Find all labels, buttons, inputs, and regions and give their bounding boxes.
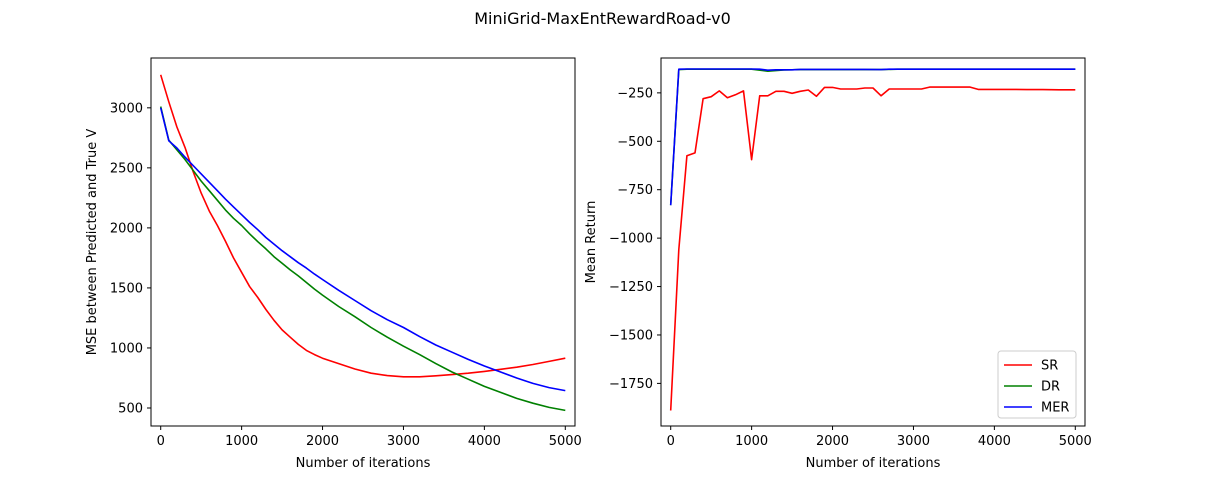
mse-ticks: 0 1000 2000 3000 4000 5000 500 1000 1500 2000 2500… [110, 101, 582, 449]
mse-y-tick-label: 1000 [110, 341, 143, 356]
legend-label-dr: DR [1041, 380, 1060, 395]
return-y-tick-label: −1250 [609, 280, 653, 295]
return-lines [669, 68, 1076, 411]
mse-x-tick-label: 2000 [306, 434, 339, 449]
mse-y-tick-label: 500 [118, 401, 143, 416]
return-x-tick-label: 4000 [978, 434, 1011, 449]
legend-label-mer: MER [1041, 401, 1069, 416]
mse-series-sr-line [159, 74, 566, 378]
figure-title: MiniGrid-MaxEntRewardRoad-v0 [474, 9, 731, 28]
mse-x-tick-label: 5000 [549, 434, 582, 449]
mse-y-axis-label: MSE between Predicted and True V [85, 129, 100, 356]
return-x-tick-label: 0 [667, 434, 675, 449]
return-x-tick-label: 5000 [1059, 434, 1092, 449]
mse-x-tick-label: 0 [157, 434, 165, 449]
return-y-axis-label: Mean Return [584, 201, 599, 284]
mse-x-axis-label: Number of iterations [296, 456, 431, 471]
mse-y-tick-label: 2000 [110, 221, 143, 236]
return-y-tick-label: −1000 [609, 232, 653, 247]
mse-lines [159, 74, 566, 412]
return-series-sr-line [669, 86, 1076, 411]
mse-y-tick-label: 1500 [110, 281, 143, 296]
mse-series-mer-line [159, 107, 566, 392]
return-series-mer-line [669, 68, 1076, 206]
return-x-tick-label: 1000 [735, 434, 768, 449]
return-y-tick-label: −250 [617, 86, 653, 101]
return-y-tick-label: −1500 [609, 328, 653, 343]
mse-y-tick-label: 3000 [110, 101, 143, 116]
return-plot-frame [660, 57, 1086, 427]
return-x-axis-label: Number of iterations [806, 456, 941, 471]
mse-subplot: 0 1000 2000 3000 4000 5000 500 1000 1500 2000 2500… [85, 57, 582, 471]
mse-x-tick-label: 3000 [387, 434, 420, 449]
chart-legend: SR DR MER [997, 350, 1077, 419]
mse-x-tick-label: 4000 [468, 434, 501, 449]
mse-x-tick-label: 1000 [225, 434, 258, 449]
return-subplot: 0 1000 2000 3000 4000 5000 −1750 −1500 −1250 −100… [584, 57, 1092, 471]
mse-plot-frame [150, 57, 576, 427]
return-x-tick-label: 2000 [816, 434, 849, 449]
return-y-tick-label: −1750 [609, 377, 653, 392]
return-x-tick-label: 3000 [897, 434, 930, 449]
legend-label-sr: SR [1041, 359, 1058, 374]
legend-box [997, 350, 1077, 419]
return-ticks: 0 1000 2000 3000 4000 5000 −1750 −1500 −1250 −100… [609, 86, 1092, 449]
return-y-tick-label: −500 [617, 135, 653, 150]
return-y-tick-label: −750 [617, 183, 653, 198]
mse-series-dr-line [159, 106, 566, 412]
mse-y-tick-label: 2500 [110, 161, 143, 176]
